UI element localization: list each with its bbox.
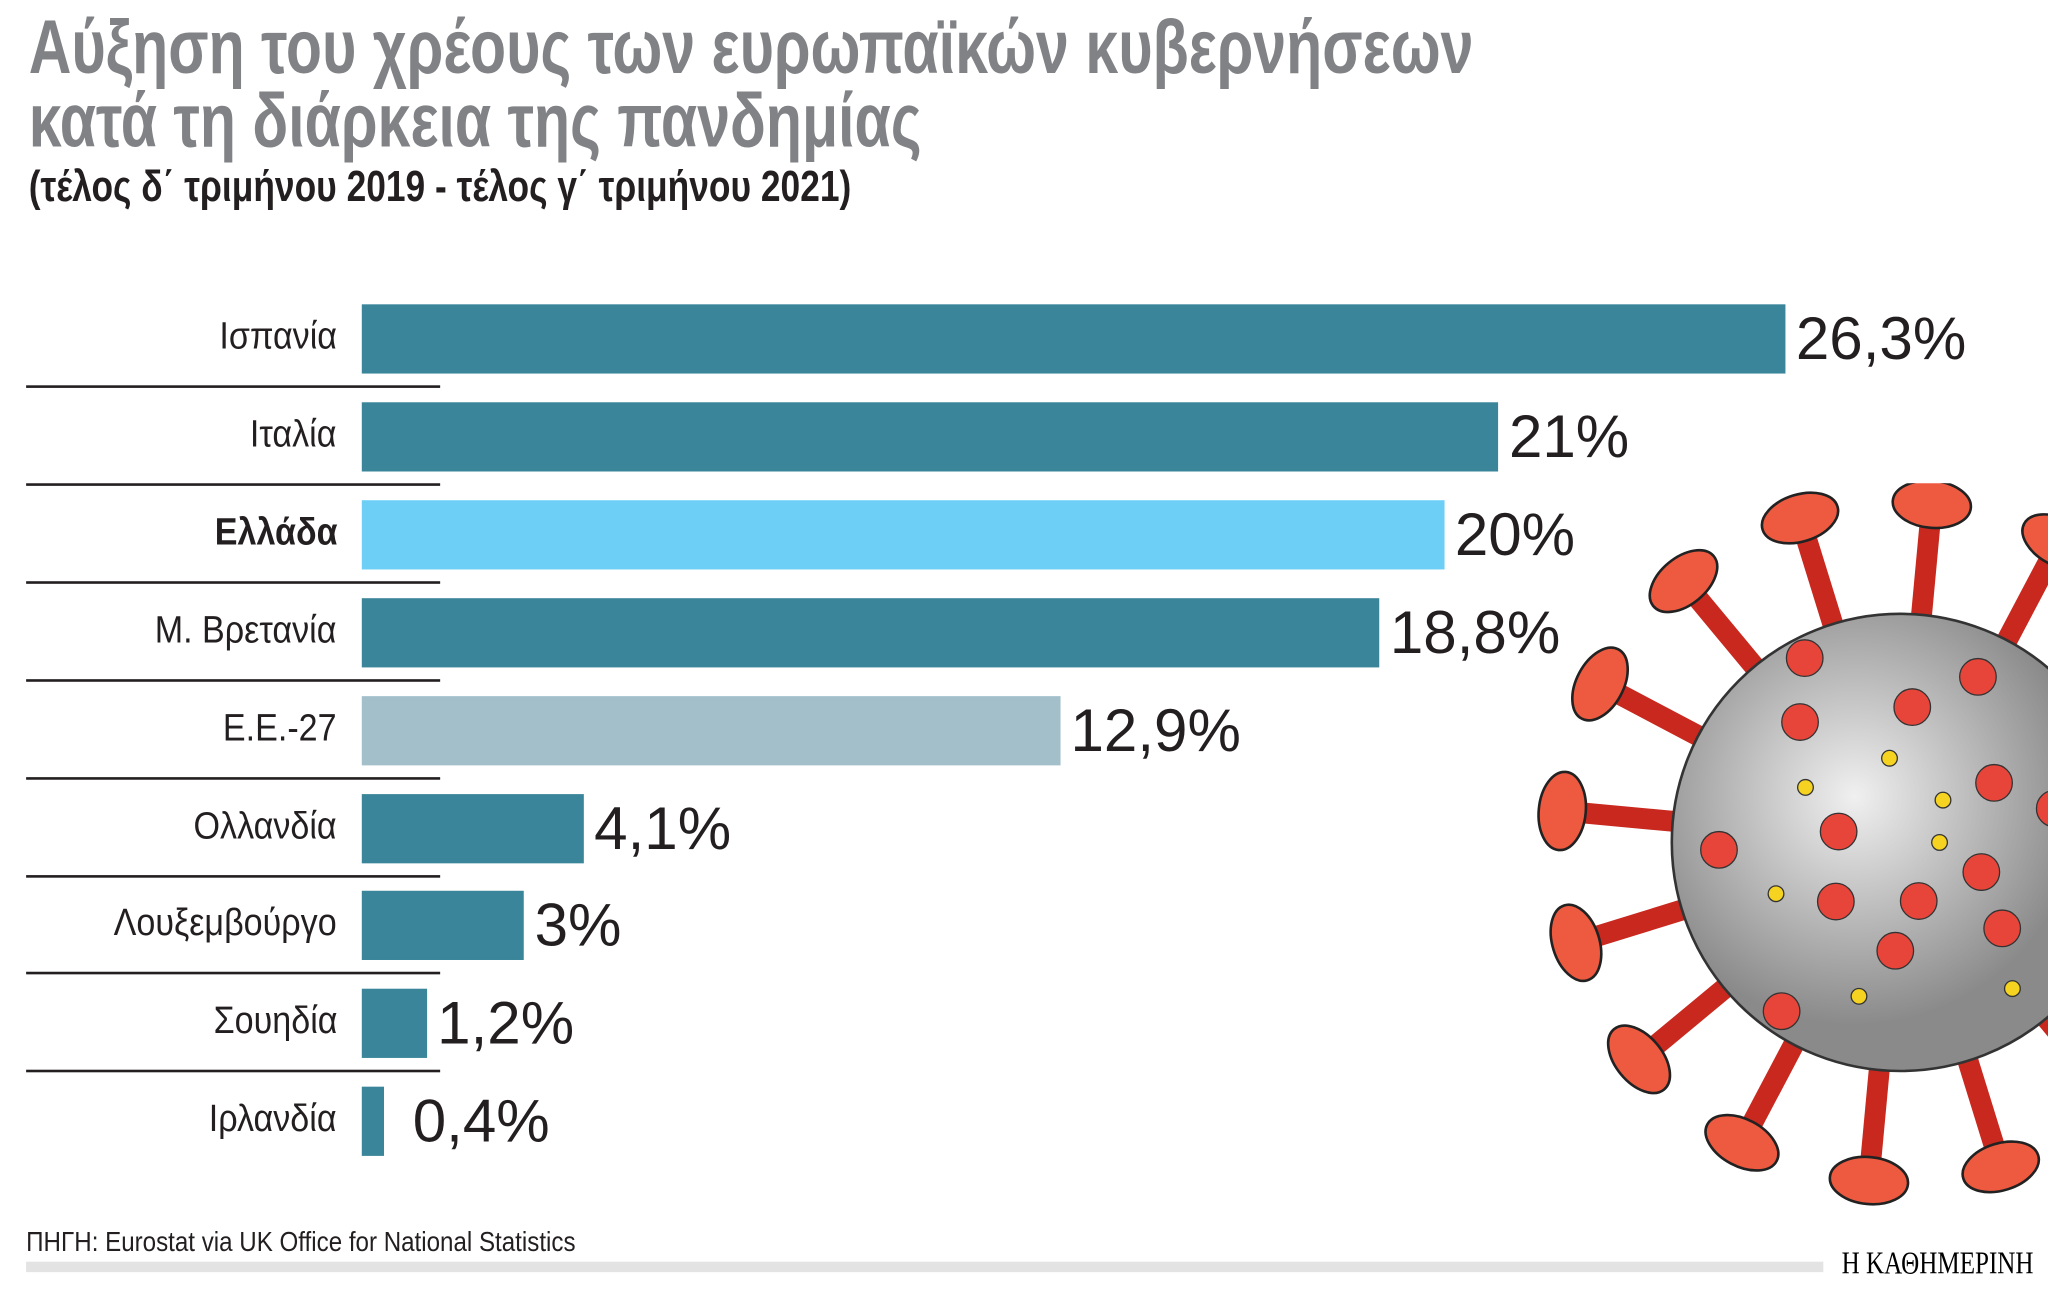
kathimerini-logo: Η ΚΑΘΗΜΕΡΙΝΗ — [1841, 1247, 2034, 1282]
category-label: Ολλανδία — [193, 805, 337, 848]
category-label: Λουξεμβούργο — [113, 903, 337, 945]
chart-subtitle: (τέλος δ΄ τριμήνου 2019 - τέλος γ΄ τριμή… — [28, 161, 852, 211]
value-label: 1,2% — [437, 989, 575, 1058]
bar — [361, 695, 1061, 765]
row-divider — [26, 580, 441, 584]
category-label: Ε.Ε.-27 — [223, 707, 337, 750]
category-label: Ιταλία — [250, 413, 337, 456]
category-label: Ισπανία — [219, 316, 337, 358]
bar — [361, 989, 427, 1059]
value-label: 3% — [534, 891, 622, 960]
bar — [361, 402, 1499, 472]
row-divider — [26, 972, 441, 975]
value-label: 20% — [1454, 499, 1576, 568]
row-divider — [26, 483, 441, 486]
category-label: Μ. Βρετανία — [155, 609, 337, 652]
bar — [361, 499, 1445, 570]
category-label: Ελλάδα — [214, 511, 337, 554]
value-label: 21% — [1508, 402, 1630, 471]
row-divider — [26, 678, 441, 682]
value-label: 12,9% — [1070, 695, 1241, 764]
row-divider — [26, 776, 441, 780]
chart-title-line-1: Αύξηση του χρέους των ευρωπαϊκών κυβερνή… — [28, 5, 1474, 91]
value-label: 26,3% — [1795, 304, 1967, 373]
chart-title-line-2: κατά τη διάρκεια της πανδημίας — [28, 78, 922, 164]
category-label: Σουηδία — [213, 1000, 337, 1043]
value-label: 18,8% — [1389, 597, 1561, 666]
coronavirus-illustration — [1537, 483, 2048, 1206]
bar — [361, 891, 525, 961]
bar — [361, 304, 1786, 374]
bar — [361, 793, 584, 863]
row-divider — [26, 385, 441, 388]
bar — [361, 1086, 384, 1157]
value-label: 0,4% — [412, 1086, 550, 1155]
bar — [361, 597, 1380, 668]
category-label: Ιρλανδία — [209, 1098, 337, 1141]
row-divider — [26, 1070, 441, 1073]
source-note: ΠΗΓΗ: Eurostat via UK Office for Nationa… — [26, 1227, 576, 1258]
footer-rule — [26, 1261, 1824, 1273]
value-label: 4,1% — [594, 793, 732, 862]
row-divider — [26, 874, 441, 878]
